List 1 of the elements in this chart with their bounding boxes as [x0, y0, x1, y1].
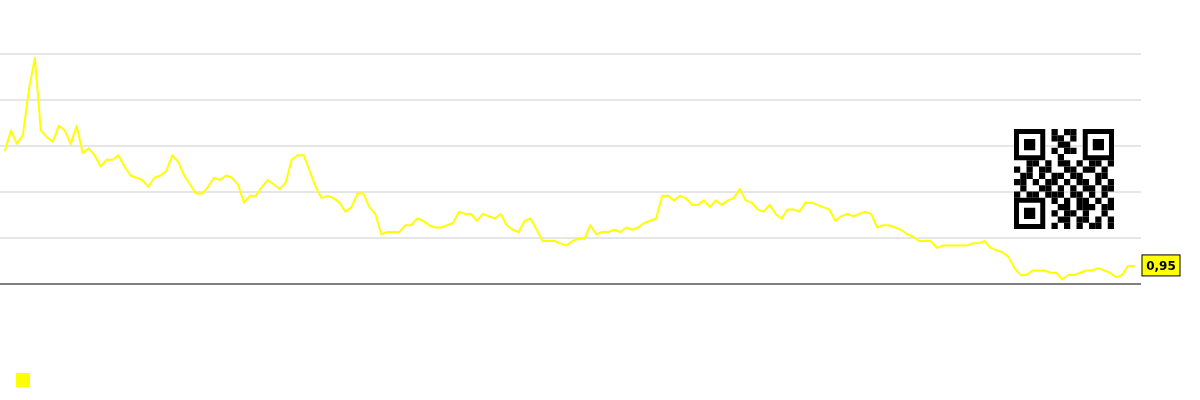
text: 0,95 — [1146, 258, 1176, 273]
